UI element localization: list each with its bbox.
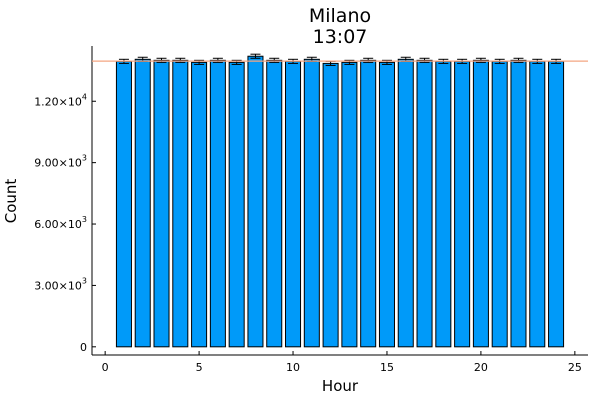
x-tick-label: 5: [196, 361, 203, 374]
bar: [397, 58, 414, 348]
bar: [322, 62, 339, 348]
bar: [303, 58, 320, 348]
x-tick-label: 20: [474, 361, 488, 374]
bar: [247, 55, 264, 348]
y-tick-label: 6.00×103: [34, 215, 87, 231]
bar: [191, 61, 208, 348]
bar: [548, 60, 565, 348]
bar: [153, 59, 170, 348]
x-tick-label: 0: [102, 361, 109, 374]
bar: [510, 59, 527, 348]
y-tick-label: 3.00×103: [34, 276, 87, 292]
y-tick-label: 9.00×103: [34, 154, 87, 170]
bar: [529, 60, 546, 348]
bar: [266, 59, 283, 348]
chart-subtitle: 13:07: [313, 26, 368, 48]
bar: [115, 60, 132, 348]
y-tick-label: 0: [80, 341, 87, 354]
bar: [472, 59, 489, 348]
bar: [228, 61, 245, 348]
bar: [341, 61, 358, 348]
bar: [285, 60, 302, 348]
x-tick-label: 15: [380, 361, 394, 374]
bar: [416, 59, 433, 348]
x-axis-label: Hour: [322, 377, 359, 395]
bar: [360, 59, 377, 348]
y-tick-label: 1.20×104: [34, 92, 87, 108]
bar: [378, 61, 395, 348]
bar: [435, 60, 452, 348]
bar: [172, 59, 189, 348]
bar: [134, 58, 151, 348]
bar: [209, 59, 226, 348]
x-tick-label: 25: [568, 361, 582, 374]
bar: [491, 60, 508, 348]
bar: [454, 60, 471, 348]
x-tick-label: 10: [286, 361, 300, 374]
plot-area: 0 5 10 15 20 25 0 3.00×103 6.00×103 9.00×103 1.20×…: [34, 46, 588, 374]
chart-title: Milano: [309, 5, 371, 27]
y-axis-label: Count: [2, 179, 20, 224]
